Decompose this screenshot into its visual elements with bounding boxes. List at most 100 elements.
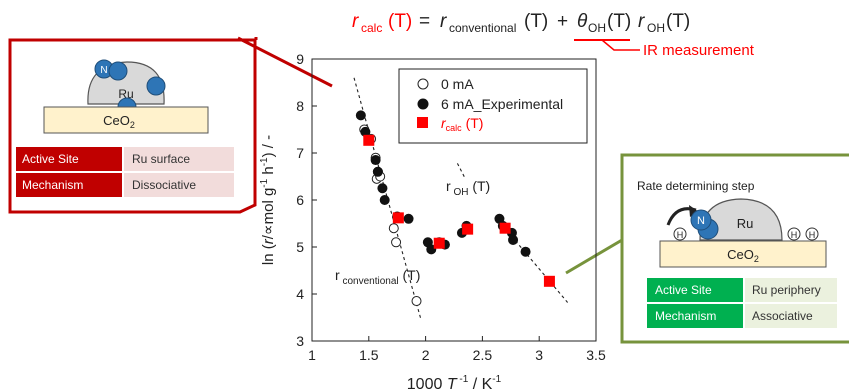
right-panel: Rate determining step Ru N H H H CeO2 Ac… <box>565 153 849 344</box>
legend: 0 mA 6 mA_Experimental rcalc (T) <box>398 68 588 144</box>
eq-term3-arg: (T) <box>666 11 690 32</box>
eq-term3-sub: OH <box>647 21 665 35</box>
legend-rcalc: rcalc (T) <box>441 115 483 133</box>
right-table-value-bg <box>745 304 837 328</box>
left-panel-border <box>8 38 257 214</box>
ceo2-label: CeO2 <box>727 247 759 264</box>
legend-6ma: 6 mA_Experimental <box>441 96 563 112</box>
ir-pointer <box>601 39 640 51</box>
h-atom-label: H <box>677 230 684 240</box>
right-mechanism-value: Associative <box>752 309 813 323</box>
eq-term2-arg: (T) <box>607 11 631 32</box>
legend-box <box>398 68 588 144</box>
x-tick-label: 2.5 <box>473 347 493 363</box>
point-6ma <box>372 166 383 177</box>
adatom-icon <box>146 76 166 96</box>
x-tick-label: 1 <box>308 347 316 363</box>
rds-title: Rate determining step <box>637 179 755 193</box>
point-rcalc <box>462 223 474 235</box>
left-callout-line <box>237 36 333 88</box>
r-oh-annotation: r OH (T) <box>446 178 490 198</box>
left-table-value-bg <box>124 173 234 197</box>
point-6ma <box>508 234 519 245</box>
n-atom-label: N <box>697 215 705 227</box>
y-tick-label: 4 <box>296 286 304 302</box>
eq-equals: = <box>419 11 430 32</box>
eq-term3-symbol: r <box>638 11 645 32</box>
y-tick-label: 9 <box>296 51 304 67</box>
point-rcalc <box>543 275 555 287</box>
eq-term2-sub: OH <box>588 21 606 35</box>
legend-red-square-marker <box>417 117 428 128</box>
point-6ma <box>403 213 414 224</box>
x-axis-label: 1000 T -1 / K-1 <box>407 374 502 391</box>
x-axis-ticks: 1 1.5 2 2.5 3 3.5 <box>308 336 606 363</box>
point-0ma <box>391 237 402 248</box>
ru-label: Ru <box>737 216 754 231</box>
ceo2-support <box>659 240 827 268</box>
x-tick-label: 2 <box>422 347 430 363</box>
ir-measurement-note: IR measurement <box>643 42 755 59</box>
right-callout-line <box>565 153 849 275</box>
right-active-site-value: Ru periphery <box>752 283 821 297</box>
n-atom-label: N <box>100 65 107 76</box>
right-active-site-key: Active Site <box>655 283 712 297</box>
right-panel-border <box>620 240 849 344</box>
eq-term1-sub: conventional <box>449 21 516 35</box>
h-atom-icon <box>787 227 801 241</box>
ru-label: Ru <box>118 87 133 101</box>
x-tick-label: 3 <box>535 347 543 363</box>
point-6ma <box>370 155 381 166</box>
x-tick-label: 1.5 <box>359 347 379 363</box>
x-tick-label: 3.5 <box>586 347 606 363</box>
eq-lhs-sub: calc <box>361 21 382 35</box>
eq-term1-arg: (T) <box>524 11 548 32</box>
right-table-value-bg <box>745 278 837 302</box>
right-table-key-bg <box>647 278 743 302</box>
right-table-key-bg <box>647 304 743 328</box>
left-table-key-bg <box>16 173 122 197</box>
right-mechanism-key: Mechanism <box>655 309 716 323</box>
point-rcalc <box>363 134 375 146</box>
legend-open-circle-marker <box>417 78 429 90</box>
series-rcalc <box>363 134 555 287</box>
y-tick-label: 8 <box>296 98 304 114</box>
eq-plus: + <box>557 11 568 32</box>
point-6ma <box>377 183 388 194</box>
y-tick-label: 3 <box>296 333 304 349</box>
h-atom-label: H <box>791 230 798 240</box>
left-panel: Ru N CeO2 Active Site Ru surface Mechani… <box>8 36 333 214</box>
oh-line-upper <box>456 163 466 180</box>
y-tick-label: 5 <box>296 239 304 255</box>
eq-term1-symbol: r <box>440 11 447 32</box>
y-axis-label: ln (r/∝mol g-1 h-1) / - <box>259 135 277 265</box>
left-table-key-bg <box>16 147 122 171</box>
ceo2-support <box>43 106 209 134</box>
point-rcalc <box>499 222 511 234</box>
point-rcalc <box>433 237 445 249</box>
left-active-site-key: Active Site <box>22 152 79 166</box>
point-6ma <box>520 246 531 257</box>
point-6ma <box>355 110 366 121</box>
y-tick-label: 6 <box>296 192 304 208</box>
point-0ma <box>388 223 399 234</box>
point-rcalc <box>392 212 404 224</box>
eq-term2-symbol: θ <box>577 11 588 32</box>
plot: 1 1.5 2 2.5 3 3.5 3 4 5 6 7 8 9 1000 T -1 / K-1 ln … <box>259 51 606 391</box>
y-axis-ticks: 3 4 5 6 7 8 9 <box>296 51 317 349</box>
point-6ma <box>379 195 390 205</box>
eq-lhs-arg: (T) <box>388 11 412 32</box>
n-atom-icon <box>690 209 712 231</box>
legend-0ma: 0 mA <box>441 76 474 92</box>
left-active-site-value: Ru surface <box>132 152 190 166</box>
r-conventional-annotation: r conventional (T) <box>335 267 420 287</box>
legend-filled-circle-marker <box>417 98 429 110</box>
adatom-icon <box>108 61 128 81</box>
left-mechanism-key: Mechanism <box>22 178 83 192</box>
point-0ma <box>411 296 422 307</box>
equation: r calc (T) = r conventional (T) + θ OH (… <box>352 11 755 59</box>
h-atom-icon <box>673 227 687 241</box>
eq-lhs-symbol: r <box>352 11 359 32</box>
y-tick-label: 7 <box>296 145 304 161</box>
